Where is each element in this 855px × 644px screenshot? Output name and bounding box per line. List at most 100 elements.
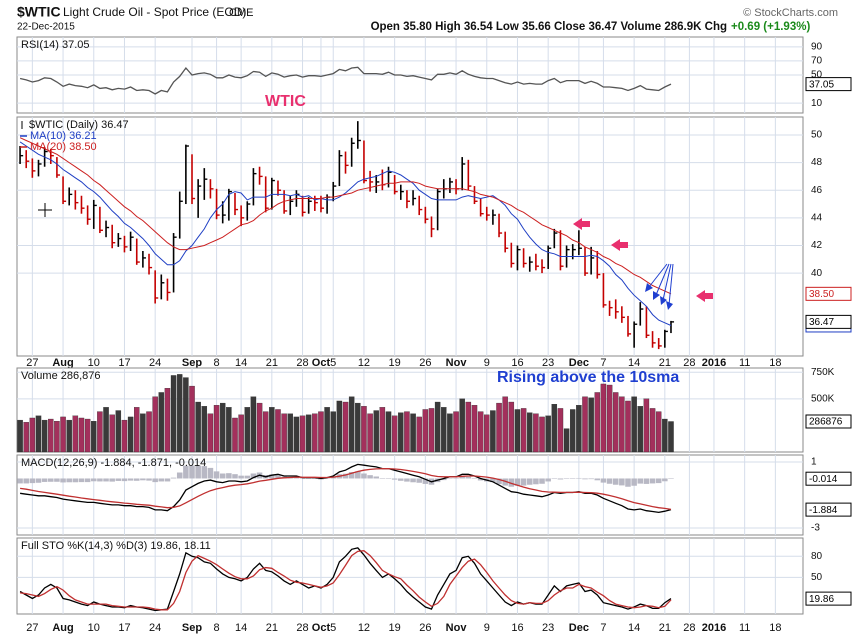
histogram-bar [606, 478, 613, 484]
volume-bar [477, 411, 484, 453]
volume-bar [649, 408, 656, 453]
volume-bar [625, 400, 631, 453]
volume-bar [508, 401, 515, 453]
volume-bar [201, 406, 208, 453]
arrow-line [648, 263, 668, 288]
histogram-bar [361, 473, 367, 479]
panel-title: Full STO %K(14,3) %D(3) 19.86, 18.11 [21, 540, 211, 552]
y-tick-label: 50 [811, 130, 823, 141]
arrow-head [666, 301, 673, 310]
y-tick-label: 50 [811, 572, 823, 583]
x-tick-label: 18 [769, 357, 781, 369]
x-tick-label: 19 [389, 622, 401, 634]
histogram-bar [250, 473, 257, 479]
volume-bar [207, 413, 214, 453]
histogram-bar [668, 478, 674, 479]
volume-bar [465, 401, 472, 453]
histogram-bar [563, 478, 570, 479]
volume-bar [576, 405, 582, 453]
volume-bar [195, 401, 201, 453]
volume-bar [355, 402, 361, 453]
end-label-box [805, 314, 852, 329]
histogram-bar [612, 478, 619, 485]
x-tick-label: Nov [446, 622, 468, 634]
volume-bar [631, 396, 637, 453]
x-tick-label: 28 [683, 622, 695, 634]
volume-bar [655, 411, 662, 453]
histogram-bar [226, 473, 232, 479]
x-tick-label: 18 [769, 622, 781, 634]
pink-arrow [573, 218, 590, 230]
histogram-bar [90, 478, 97, 482]
histogram-bar [207, 467, 214, 479]
histogram-bar [526, 478, 533, 485]
y-tick-label: -3 [811, 523, 820, 534]
x-tick-label: 14 [628, 357, 640, 369]
x-tick-label: 2016 [702, 622, 726, 634]
volume-bar [662, 418, 668, 453]
histogram-bar [41, 478, 48, 482]
x-tick-label: 11 [739, 357, 750, 369]
histogram-bar [54, 478, 60, 482]
histogram-bar [66, 478, 72, 483]
volume-bar [134, 407, 140, 453]
histogram-bar [183, 465, 189, 479]
volume-bar [502, 396, 508, 453]
histogram-bar [17, 478, 23, 484]
histogram-bar [152, 478, 158, 483]
volume-bar [557, 408, 564, 453]
volume-bar [213, 405, 220, 453]
exchange: CME [229, 7, 253, 19]
volume-bar [281, 413, 287, 453]
volume-bar [447, 413, 453, 453]
x-tick-label: 24 [149, 622, 161, 634]
series-line [19, 137, 672, 295]
blue-arrow-lines [648, 263, 674, 306]
histogram-bar [655, 478, 662, 484]
histogram-bar [158, 478, 165, 482]
panels: 10 50 70 90 37.05 RSI(14) 37.05 WTIC 40 42 44 46 48… [16, 36, 852, 634]
histogram-bar [60, 478, 66, 483]
legend-label: MA(10) 36.21 [30, 130, 97, 142]
histogram-bar [244, 475, 251, 479]
histogram-bar [127, 478, 134, 481]
histogram-bar [391, 478, 398, 480]
volume-bar [391, 415, 398, 453]
x-tick-label: 16 [511, 622, 523, 634]
x-tick-label: Dec [569, 357, 589, 369]
histogram-bar [477, 478, 484, 481]
panel-title: Volume 286,876 [21, 370, 101, 382]
y-tick-label: 48 [811, 157, 823, 168]
histogram-bar [29, 478, 36, 484]
histogram-bar [551, 478, 558, 479]
y-tick-label: 750K [811, 367, 835, 378]
histogram-bar [398, 478, 404, 481]
volume-bar [428, 408, 435, 453]
volume-bar [41, 419, 48, 453]
histogram-bar [465, 476, 472, 479]
histogram-bar [576, 477, 582, 479]
end-label: 37.05 [809, 79, 834, 90]
volume-bar [275, 409, 281, 453]
histogram-bar [619, 478, 625, 486]
blue-arrow-heads [645, 283, 673, 310]
y-tick-label: 50 [811, 70, 823, 81]
volume-bar [496, 402, 502, 453]
histogram-bar [410, 478, 416, 483]
volume-bar [287, 413, 293, 453]
volume-bar [582, 396, 588, 453]
volume-bar [189, 385, 195, 453]
x-tick-label: Sep [182, 357, 202, 369]
x-tick-label: 5 [330, 622, 336, 634]
x-tick-label: 11 [739, 622, 750, 634]
x-tick-label: 23 [542, 622, 554, 634]
volume-bar [318, 411, 324, 453]
histogram-bar [502, 478, 508, 486]
x-tick-label: 17 [118, 622, 130, 634]
histogram-bar [72, 478, 79, 483]
histogram-bar [649, 478, 656, 484]
volume-bar [348, 396, 355, 453]
volume-bar [219, 402, 226, 453]
histogram-bar [379, 478, 386, 479]
volume-bar [385, 411, 392, 453]
